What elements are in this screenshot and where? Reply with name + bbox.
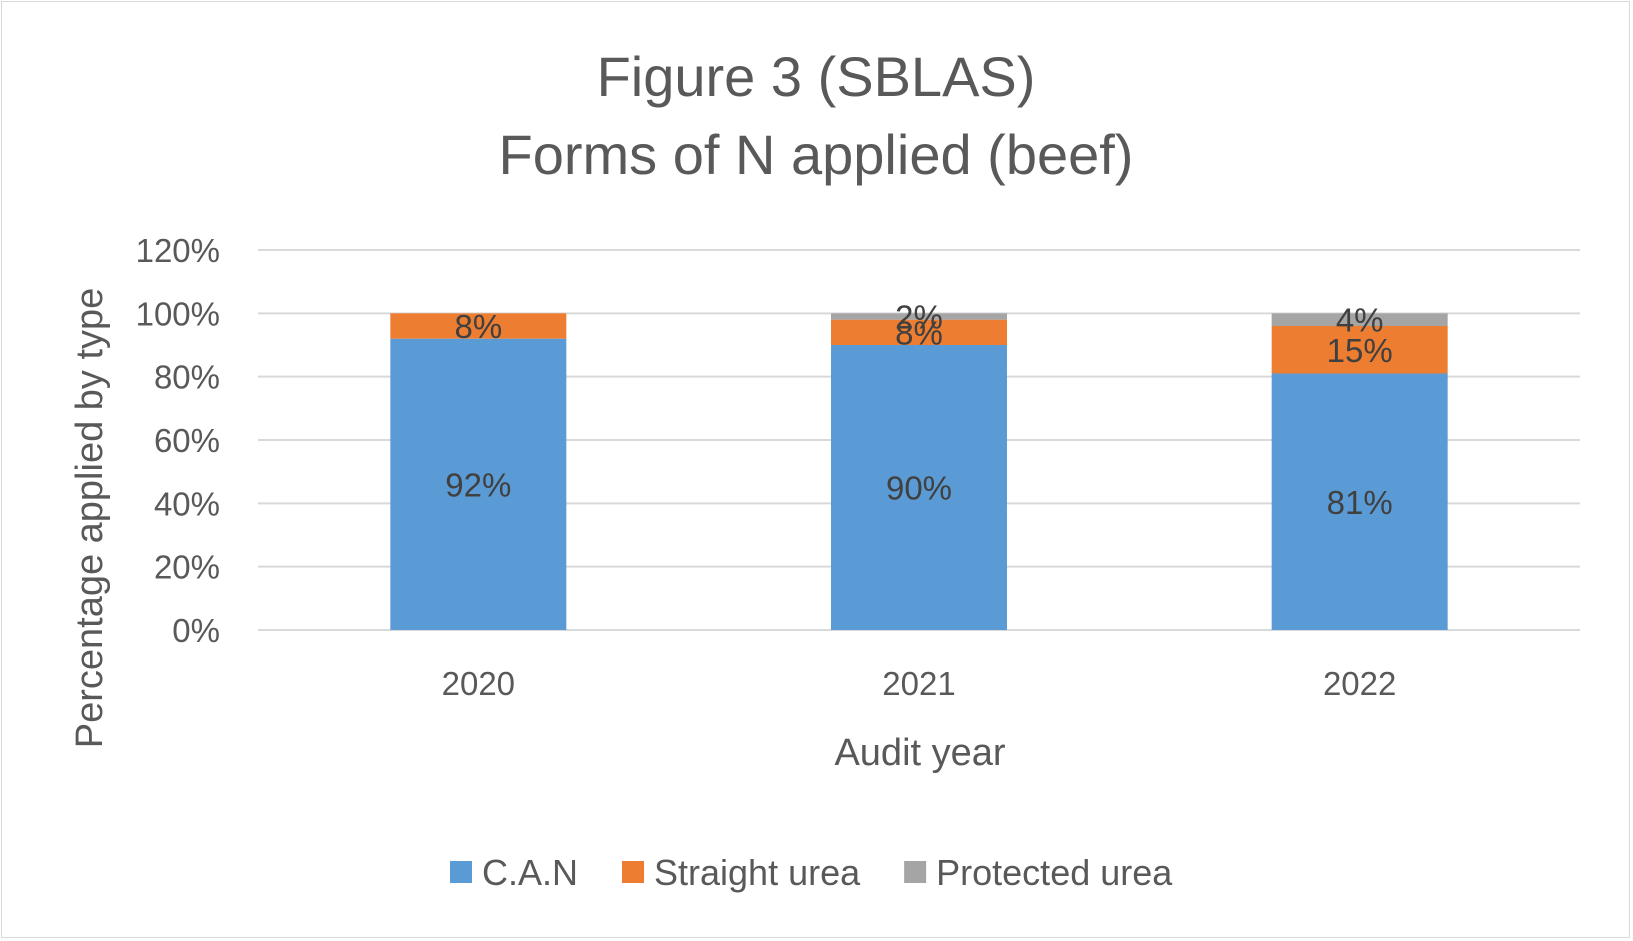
y-tick-label: 0% (172, 612, 220, 649)
chart-title-line-2: Forms of N applied (beef) (499, 123, 1134, 186)
data-label: 8% (895, 314, 943, 351)
x-tick-label: 2021 (882, 665, 955, 702)
legend-swatch (622, 861, 645, 883)
data-labels: 92%8%90%8%2%81%15%4% (445, 299, 1392, 521)
x-tick-label: 2020 (442, 665, 515, 702)
y-tick-label: 100% (136, 295, 220, 332)
chart-title: Figure 3 (SBLAS) Forms of N applied (bee… (499, 45, 1134, 186)
bars (390, 313, 1448, 630)
data-label: 92% (445, 466, 511, 503)
x-tick-label: 2022 (1323, 665, 1396, 702)
data-label: 2% (895, 299, 943, 336)
legend-label: C.A.N (482, 852, 578, 893)
data-label: 90% (886, 470, 952, 507)
bar-segment-protected-urea-2022 (1271, 313, 1448, 326)
bar-segment-straight-urea-2021 (831, 319, 1007, 345)
x-axis-title: Audit year (834, 732, 1005, 774)
data-label: 4% (1336, 302, 1384, 339)
bar-segment-straight-urea-2020 (390, 313, 567, 339)
bar-segment-c-a-n-2021 (831, 345, 1007, 630)
data-label: 8% (454, 308, 502, 345)
x-axis-ticks: 2020 2021 2022 (442, 665, 1397, 702)
legend-swatch (450, 861, 472, 883)
legend: C.A.N Straight urea Protected urea (450, 852, 1173, 893)
y-tick-label: 60% (154, 422, 220, 459)
y-tick-label: 40% (154, 485, 220, 522)
y-tick-label: 80% (154, 359, 220, 396)
legend-label: Straight urea (654, 852, 861, 893)
bar-segment-straight-urea-2022 (1271, 326, 1448, 374)
bar-segment-protected-urea-2021 (831, 313, 1007, 320)
legend-label: Protected urea (936, 852, 1173, 893)
bar-segment-c-a-n-2020 (390, 338, 567, 630)
y-axis-title: Percentage applied by type (69, 288, 111, 749)
legend-swatch (904, 861, 927, 883)
data-label: 81% (1327, 484, 1393, 521)
y-tick-label: 20% (154, 549, 220, 586)
data-label: 15% (1327, 332, 1393, 369)
bar-segment-c-a-n-2022 (1271, 373, 1448, 630)
y-tick-label: 120% (136, 232, 220, 269)
chart-title-line-1: Figure 3 (SBLAS) (597, 45, 1036, 108)
y-axis-ticks: 0% 20% 40% 60% 80% 100% 120% (136, 232, 220, 649)
